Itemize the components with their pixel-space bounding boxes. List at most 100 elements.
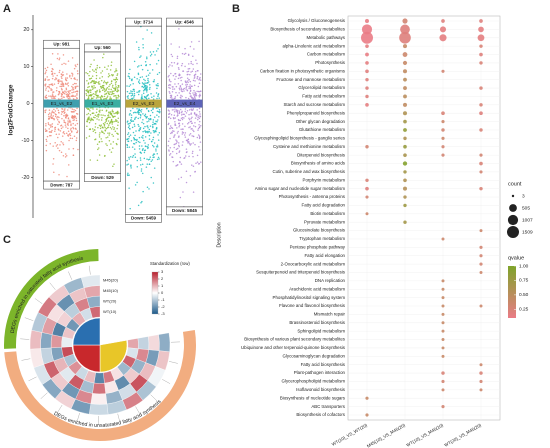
dot xyxy=(365,52,369,57)
gene-spoke xyxy=(20,338,30,340)
jitter-point xyxy=(192,68,195,70)
jitter-point xyxy=(151,140,153,143)
jitter-point xyxy=(108,98,111,100)
up-label: Up: 4546 xyxy=(175,19,194,24)
dot xyxy=(399,31,411,44)
jitter-point xyxy=(148,120,150,122)
jitter-point xyxy=(177,130,179,133)
jitter-point xyxy=(191,116,193,119)
jitter-point xyxy=(157,59,160,62)
jitter-point xyxy=(176,132,179,134)
jitter-point xyxy=(138,145,141,147)
jitter-point xyxy=(108,74,111,77)
jitter-point xyxy=(92,119,94,121)
jitter-point xyxy=(54,130,56,133)
jitter-point xyxy=(146,146,149,148)
size-legend-label: 1007 xyxy=(522,217,533,223)
jitter-point xyxy=(97,94,99,97)
jitter-point xyxy=(158,111,161,114)
jitter-point xyxy=(53,118,55,121)
jitter-point xyxy=(157,139,160,141)
jitter-point xyxy=(184,155,187,157)
jitter-point xyxy=(58,174,60,176)
jitter-point xyxy=(97,147,100,149)
dot xyxy=(441,237,445,241)
jitter-point xyxy=(128,174,130,176)
jitter-point xyxy=(87,112,90,115)
jitter-point xyxy=(173,114,176,116)
jitter-point xyxy=(195,94,198,97)
jitter-point xyxy=(52,115,55,117)
y-tick-label: Cutin, suberine and wax biosynthesis xyxy=(273,169,346,174)
jitter-point xyxy=(194,74,196,76)
jitter-point xyxy=(189,86,192,89)
jitter-point xyxy=(128,77,131,80)
jitter-point xyxy=(151,69,154,71)
jitter-point xyxy=(147,110,150,112)
jitter-point xyxy=(141,136,143,138)
jitter-point xyxy=(56,87,58,89)
up-label-box xyxy=(125,17,162,27)
jitter-point xyxy=(190,62,192,65)
jitter-point xyxy=(60,83,62,85)
jitter-point xyxy=(137,123,139,126)
jitter-point xyxy=(117,112,120,114)
panel-label: B xyxy=(232,3,240,15)
jitter-point xyxy=(65,87,68,89)
jitter-point xyxy=(74,109,77,112)
jitter-point xyxy=(178,119,180,122)
jitter-point xyxy=(57,79,59,82)
jitter-point xyxy=(51,77,54,80)
y-tick-label: Fatty acid elongation xyxy=(304,253,345,258)
heat-cell xyxy=(127,338,139,349)
jitter-point xyxy=(186,77,189,80)
y-tick-label: Mismatch repair xyxy=(314,312,346,317)
jitter-point xyxy=(116,87,119,89)
jitter-point xyxy=(71,117,74,119)
y-tick-label: -20 xyxy=(22,175,30,181)
jitter-point xyxy=(105,118,108,120)
jitter-point xyxy=(181,118,184,121)
jitter-point xyxy=(144,130,146,132)
jitter-point xyxy=(131,146,134,148)
gene-spoke xyxy=(150,394,158,402)
jitter-point xyxy=(112,74,114,76)
jitter-point xyxy=(58,69,61,72)
jitter-point xyxy=(139,151,142,154)
jitter-point xyxy=(170,53,173,56)
jitter-point xyxy=(185,85,188,88)
jitter-point xyxy=(194,117,197,119)
jitter-point xyxy=(190,143,192,145)
jitter-point xyxy=(183,53,186,55)
jitter-point xyxy=(189,126,191,128)
jitter-point xyxy=(134,118,136,121)
jitter-point xyxy=(115,78,118,80)
jitter-point xyxy=(69,129,72,131)
jitter-point xyxy=(45,149,48,152)
size-legend-dot xyxy=(507,226,519,238)
jitter-point xyxy=(176,127,178,129)
jitter-point xyxy=(61,89,63,91)
jitter-point xyxy=(167,75,170,78)
jitter-point xyxy=(189,84,191,86)
jitter-point xyxy=(132,120,134,122)
jitter-point xyxy=(58,57,61,59)
jitter-point xyxy=(194,98,197,100)
jitter-point xyxy=(175,139,177,141)
jitter-point xyxy=(198,111,201,113)
jitter-point xyxy=(174,117,176,119)
jitter-point xyxy=(184,157,186,159)
jitter-point xyxy=(199,115,201,117)
jitter-point xyxy=(102,87,105,89)
jitter-point xyxy=(113,90,115,93)
jitter-point xyxy=(87,117,89,119)
dot xyxy=(479,103,483,107)
jitter-point xyxy=(106,144,108,147)
jitter-point xyxy=(93,85,95,87)
jitter-point xyxy=(109,116,111,119)
jitter-point xyxy=(197,85,200,88)
gene-spoke xyxy=(117,413,121,423)
dot xyxy=(441,312,445,316)
jitter-point xyxy=(177,178,180,180)
jitter-point xyxy=(173,88,176,90)
